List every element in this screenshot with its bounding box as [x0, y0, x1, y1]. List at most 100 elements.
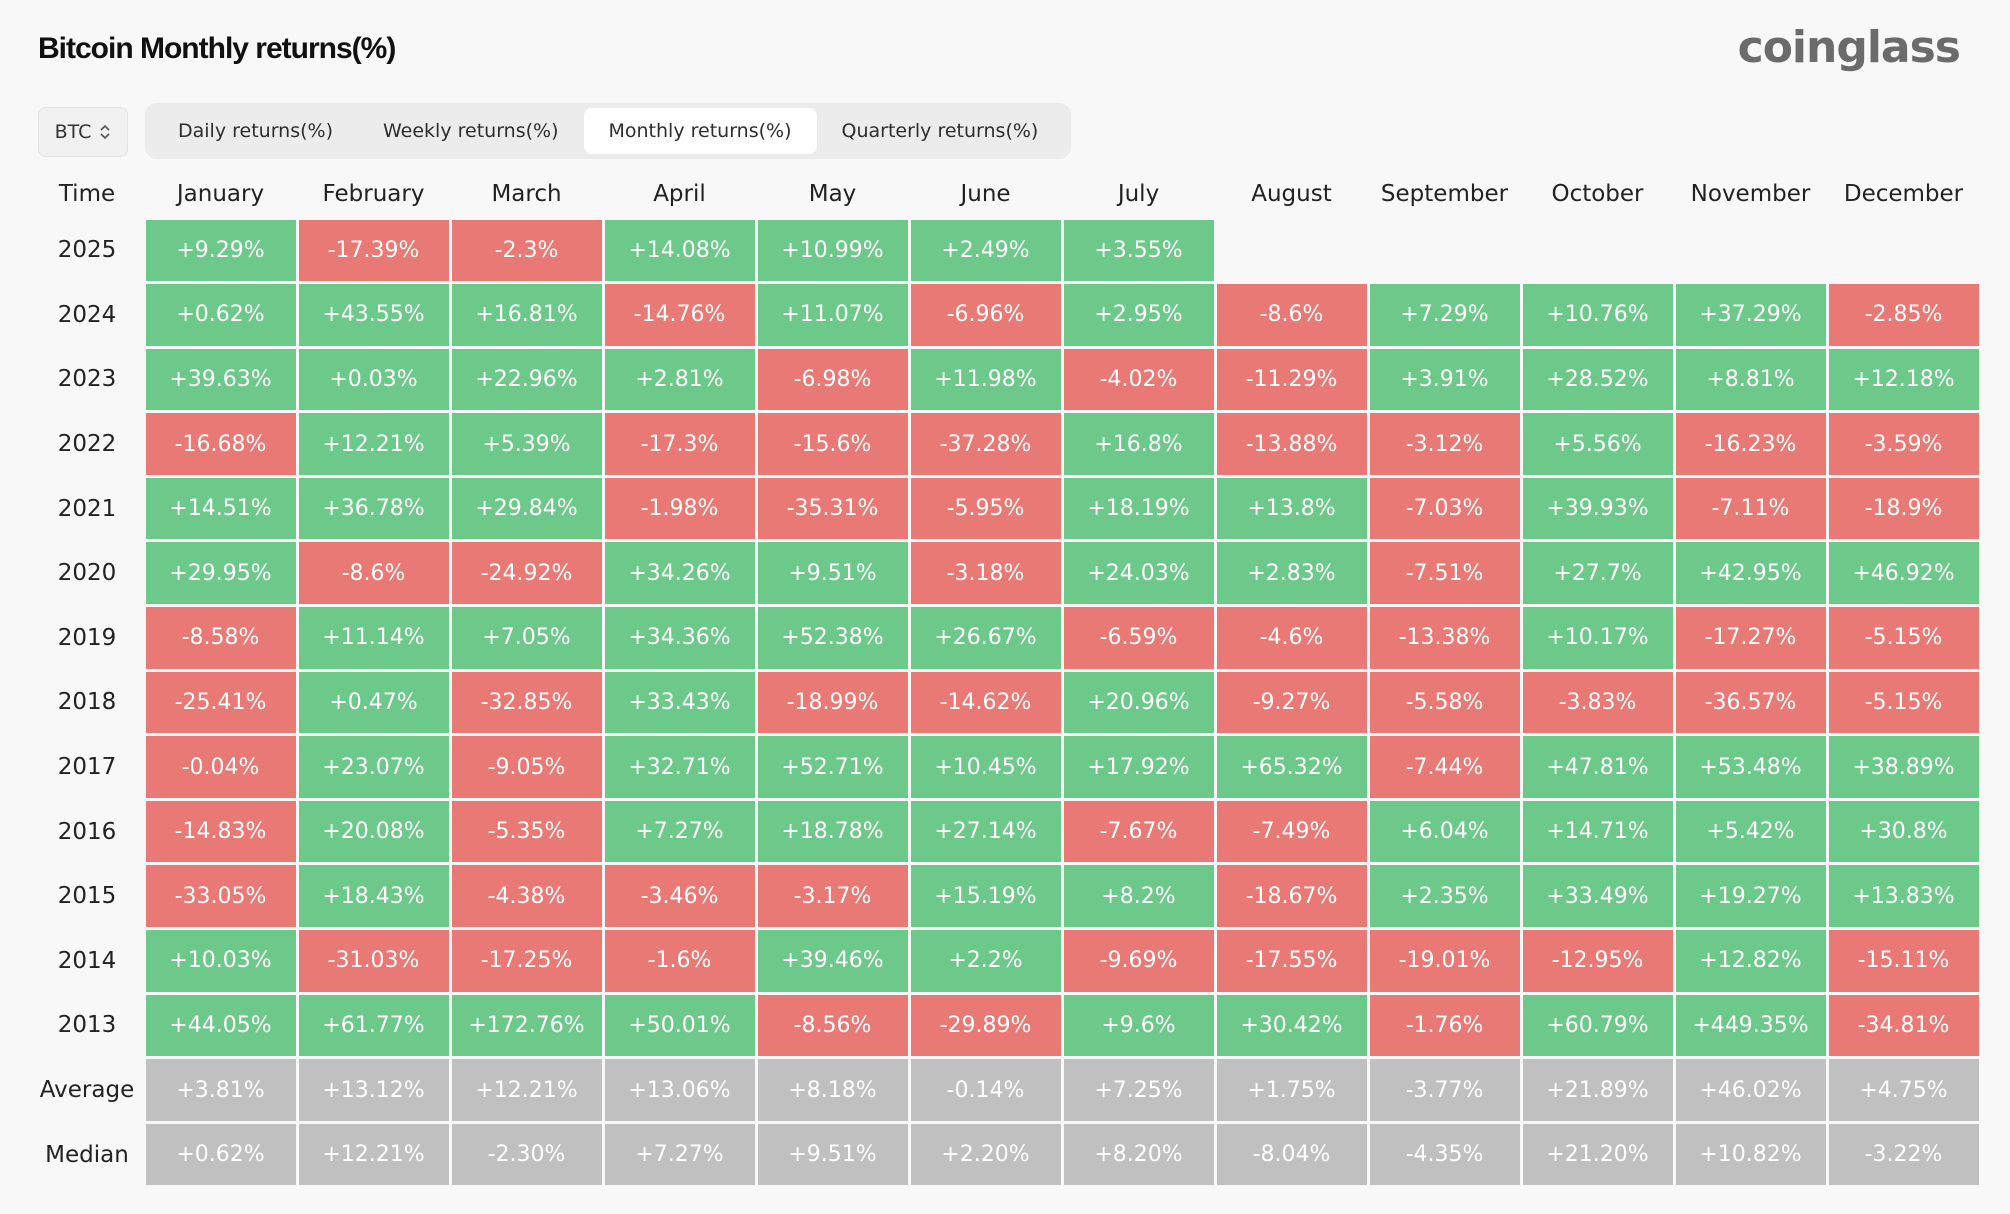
summary-cell: +2.20% — [910, 1123, 1061, 1186]
return-cell — [1676, 220, 1826, 282]
return-cell: -12.95% — [1522, 930, 1673, 992]
table-row: 2022 -16.68% +12.21% +5.39% -17.3% -15.6% -37.… — [30, 412, 1980, 477]
year-label: 2024 — [57, 301, 117, 328]
return-cell: +9.29% — [145, 219, 296, 282]
return-cell: -18.9% — [1828, 477, 1979, 540]
return-cell: -7.67% — [1063, 800, 1214, 863]
year-label: 2013 — [57, 1012, 117, 1039]
page-title: Bitcoin Monthly returns(%) — [38, 32, 396, 65]
year-label: 2018 — [57, 689, 117, 716]
return-cell: -29.89% — [910, 994, 1061, 1057]
summary-row: Average +3.81% +13.12% +12.21% +13.06% +8.18%… — [30, 1058, 1980, 1123]
month-header-september: September — [1380, 181, 1509, 207]
return-cell: +6.04% — [1369, 800, 1520, 863]
return-cell: +61.77% — [298, 994, 449, 1057]
table-row: 2024 +0.62% +43.55% +16.81% -14.76% +11.07% -6… — [30, 283, 1980, 348]
return-cell: -6.59% — [1063, 607, 1214, 669]
return-cell: +19.27% — [1675, 865, 1826, 928]
return-cell — [1217, 220, 1367, 282]
summary-cell: +8.20% — [1063, 1123, 1214, 1186]
summary-cell: +4.75% — [1828, 1059, 1979, 1121]
return-cell: +3.91% — [1369, 348, 1520, 411]
return-cell: -15.11% — [1828, 930, 1979, 992]
return-cell: +50.01% — [604, 994, 755, 1057]
month-header-august: August — [1251, 181, 1332, 207]
year-label: 2023 — [57, 366, 117, 393]
return-cell — [1829, 220, 1979, 282]
return-cell: -4.38% — [451, 865, 602, 928]
tab-weekly-returns[interactable]: Weekly returns(%) — [383, 120, 559, 142]
return-cell: -1.76% — [1369, 994, 1520, 1057]
return-cell: -17.25% — [451, 930, 602, 992]
return-cell: +14.08% — [604, 219, 755, 282]
return-cell: -11.29% — [1216, 348, 1367, 411]
return-cell: +14.51% — [145, 477, 296, 540]
return-cell: +53.48% — [1675, 736, 1826, 798]
tab-daily-returns[interactable]: Daily returns(%) — [178, 120, 333, 142]
return-cell: -7.49% — [1216, 800, 1367, 863]
year-label: 2015 — [57, 883, 117, 910]
return-cell: +33.43% — [604, 671, 755, 734]
return-cell: +65.32% — [1216, 736, 1367, 798]
return-cell: +7.05% — [451, 607, 602, 669]
coin-selector-value: BTC — [54, 121, 92, 143]
summary-cell: +21.89% — [1522, 1059, 1673, 1121]
summary-cell: -4.35% — [1369, 1123, 1520, 1186]
return-cell: -2.85% — [1828, 284, 1979, 346]
return-cell: +47.81% — [1522, 736, 1673, 798]
return-cell: +17.92% — [1063, 736, 1214, 798]
return-cell: -5.15% — [1828, 671, 1979, 734]
return-cell: +13.8% — [1216, 477, 1367, 540]
tab-monthly-returns[interactable]: Monthly returns(%) — [583, 108, 817, 154]
return-cell: +24.03% — [1063, 542, 1214, 605]
return-cell: -17.55% — [1216, 930, 1367, 992]
month-header-november: November — [1690, 181, 1811, 207]
return-cell: -7.44% — [1369, 736, 1520, 798]
return-cell: -14.83% — [145, 800, 296, 863]
summary-cell: +12.21% — [298, 1123, 449, 1186]
return-cell: -3.59% — [1828, 413, 1979, 475]
return-cell: -7.03% — [1369, 477, 1520, 540]
return-cell — [1370, 220, 1520, 282]
return-cell: -0.04% — [145, 736, 296, 798]
return-cell: -3.83% — [1522, 671, 1673, 734]
return-cell: +37.29% — [1675, 284, 1826, 346]
return-cell: -6.96% — [910, 284, 1061, 346]
time-column-header: Time — [58, 181, 116, 207]
return-cell: +11.07% — [757, 284, 908, 346]
return-cell: -9.27% — [1216, 671, 1367, 734]
summary-cell: +8.18% — [757, 1059, 908, 1121]
summary-row-label: Average — [39, 1077, 135, 1104]
return-cell: -7.11% — [1675, 477, 1826, 540]
return-cell: +29.84% — [451, 477, 602, 540]
summary-cell: +21.20% — [1522, 1123, 1673, 1186]
return-cell: +5.56% — [1522, 413, 1673, 475]
summary-cell: +13.12% — [298, 1059, 449, 1121]
return-cell: +26.67% — [910, 607, 1061, 669]
year-label: 2020 — [57, 560, 117, 587]
return-cell: +10.17% — [1522, 607, 1673, 669]
year-label: 2017 — [57, 754, 117, 781]
return-cell: -8.6% — [1216, 284, 1367, 346]
return-cell: +23.07% — [298, 736, 449, 798]
summary-row: Median +0.62% +12.21% -2.30% +7.27% +9.51% +2.… — [30, 1122, 1980, 1187]
return-cell: +5.42% — [1675, 800, 1826, 863]
return-cell: +449.35% — [1675, 994, 1826, 1057]
return-cell: +2.81% — [604, 348, 755, 411]
coin-selector[interactable]: BTC — [38, 107, 128, 157]
return-cell: -18.67% — [1216, 865, 1367, 928]
month-header-april: April — [653, 181, 706, 207]
table-row: 2016 -14.83% +20.08% -5.35% +7.27% +18.78% +27… — [30, 799, 1980, 864]
return-cell: -25.41% — [145, 671, 296, 734]
monthly-returns-table: Time January February March April May June Jul… — [30, 170, 1980, 1187]
tab-quarterly-returns[interactable]: Quarterly returns(%) — [841, 120, 1039, 142]
return-cell: +20.08% — [298, 800, 449, 863]
return-cell: +2.95% — [1063, 284, 1214, 346]
return-cell: -15.6% — [757, 413, 908, 475]
return-cell: -7.51% — [1369, 542, 1520, 605]
return-cell: +39.46% — [757, 930, 908, 992]
summary-row-label: Median — [45, 1141, 129, 1168]
return-cell: -3.18% — [910, 542, 1061, 605]
return-cell: +5.39% — [451, 413, 602, 475]
year-label: 2022 — [57, 431, 117, 458]
